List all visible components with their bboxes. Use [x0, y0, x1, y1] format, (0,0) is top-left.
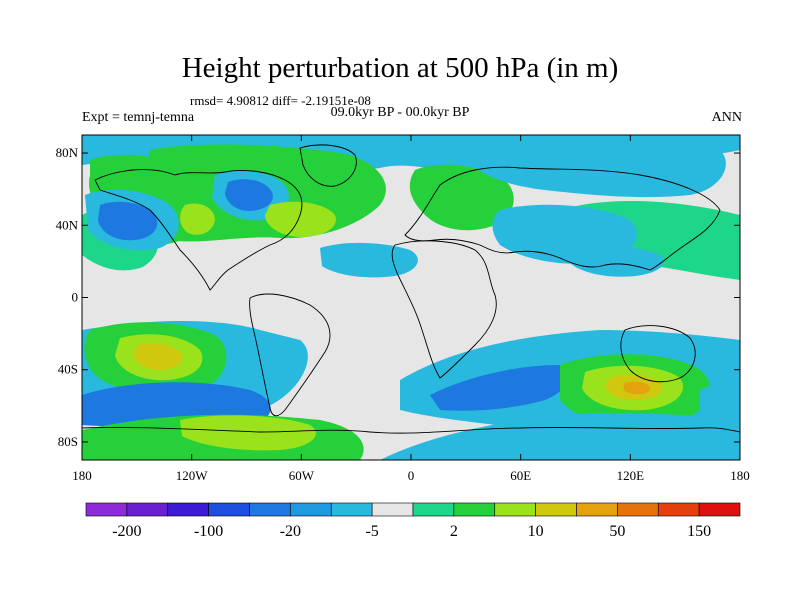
lon-tick-label: 0 [408, 468, 415, 483]
colorbar-swatch [453, 502, 496, 517]
colorbar-swatch [657, 502, 700, 517]
colorbar-swatch [126, 502, 169, 517]
colorbar-label: 50 [609, 523, 625, 540]
lon-tick-label: 180 [730, 468, 750, 483]
colorbar-swatch [535, 502, 577, 517]
colorbar-swatch [412, 502, 455, 517]
lat-tick-label: 40N [56, 217, 79, 232]
contour-region-europe-green [409, 164, 514, 231]
coastlines [82, 144, 740, 434]
coastline-antarctica [82, 426, 740, 434]
stats-text: rmsd= 4.90812 diff= -2.19151e-08 [190, 93, 371, 108]
colorbar-swatch [85, 502, 128, 517]
contour-region-pacific-subtropic-low [570, 246, 664, 277]
colorbar-swatch [494, 502, 536, 517]
contour-region-south-indian-low [700, 385, 740, 430]
colorbar-label: -20 [280, 523, 301, 540]
lon-tick-label: 60W [289, 468, 315, 483]
contour-region-north-pacific-low-core [98, 201, 158, 241]
coastline-africa [391, 240, 497, 379]
lat-tick-label: 40S [58, 362, 78, 377]
contour-region-indian-low-core [430, 365, 569, 411]
contour-region-antarctic-yellow [180, 415, 316, 451]
contour-region-north-atlantic-high [265, 201, 336, 237]
colorbar: -200 -100 -20 -5 2 10 50 150 [85, 502, 741, 540]
colorbar-swatch [617, 502, 659, 517]
experiment-label: Expt = temnj-temna [82, 110, 195, 125]
coastline-greenland [299, 144, 357, 187]
lon-tick-label: 180 [72, 468, 92, 483]
coastline-australia [620, 325, 696, 383]
contour-region-east-antarctic-cyan [380, 413, 740, 460]
coastline-north-america [94, 169, 303, 291]
colorbar-swatch [330, 502, 373, 517]
period-label: 09.0kyr BP - 00.0kyr BP [330, 105, 470, 120]
contour-region-hudson-low-core [225, 179, 273, 211]
colorbar-label: -100 [194, 523, 223, 540]
lon-tick-label: 120W [176, 468, 209, 483]
colorbar-swatch [290, 502, 332, 517]
plot-title: Height perturbation at 500 hPa (in m) [181, 52, 619, 84]
colorbar-swatch [249, 502, 291, 517]
contour-region-atlantic-subtropic-low [320, 242, 418, 278]
coastline-south-america [249, 293, 331, 417]
colorbar-swatch [698, 502, 741, 517]
lat-tick-label: 80N [56, 145, 79, 160]
lon-tick-label: 60E [510, 468, 531, 483]
contour-region-canada-high [180, 203, 215, 235]
contour-region-south-pacific-high-core [133, 343, 183, 370]
coastline-eurasia [404, 166, 721, 271]
colorbar-swatch [167, 502, 209, 517]
contour-region-indian-ocean-high-peak [623, 381, 650, 395]
colorbar-swatch [576, 502, 618, 517]
colorbar-label: 150 [687, 523, 711, 540]
colorbar-label: 10 [528, 523, 544, 540]
colorbar-label: 2 [450, 523, 458, 540]
contour-fields [82, 135, 740, 460]
colorbar-label: -5 [365, 523, 378, 540]
contour-region-asia-low [465, 138, 726, 198]
lat-tick-label: 80S [58, 434, 78, 449]
colorbar-swatch [371, 502, 414, 517]
axis-ticks: 80N 40N 0 40S 80S 180 120W 60W 0 60E 120E 180 [56, 135, 750, 483]
lat-tick-label: 0 [72, 290, 79, 305]
season-label: ANN [711, 110, 742, 125]
colorbar-swatch [208, 502, 250, 517]
colorbar-label: -200 [112, 523, 141, 540]
lon-tick-label: 120E [617, 468, 645, 483]
